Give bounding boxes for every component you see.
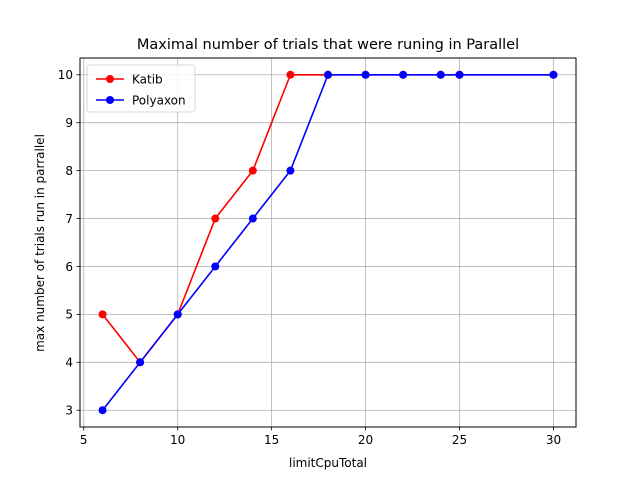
x-tick-label: 5: [80, 433, 88, 447]
data-point-polyaxon: [136, 358, 145, 367]
y-tick-label: 4: [65, 356, 73, 370]
data-point-polyaxon: [361, 70, 370, 79]
data-point-polyaxon: [211, 262, 220, 271]
data-point-polyaxon: [436, 70, 445, 79]
data-point-polyaxon: [98, 406, 107, 415]
x-tick-label: 25: [452, 433, 467, 447]
y-tick-label: 5: [65, 308, 73, 322]
ticks: 5 10 15 20 25 30 3 4 5 6 7 8 9 10: [58, 68, 561, 447]
y-tick-label: 8: [65, 164, 73, 178]
legend-marker-polyaxon: [106, 96, 114, 104]
legend: Katib Polyaxon: [86, 64, 196, 113]
data-point-katib: [211, 214, 220, 223]
data-point-polyaxon: [324, 70, 332, 79]
series-line-polyaxon: [101, 73, 554, 411]
data-point-polyaxon: [455, 70, 464, 79]
y-tick-label: 3: [65, 404, 73, 418]
data-point-katib: [98, 310, 107, 319]
y-tick-label: 10: [58, 68, 73, 82]
data-point-polyaxon: [286, 166, 295, 175]
legend-label-katib: Katib: [132, 72, 163, 86]
data-point-polyaxon: [248, 214, 257, 223]
chart-title: Maximal number of trials that were runin…: [137, 37, 519, 53]
y-tick-label: 7: [65, 212, 73, 226]
data-point-polyaxon: [399, 70, 408, 79]
data-point-katib: [248, 166, 257, 175]
grid: [80, 58, 576, 427]
axes-frame: [79, 57, 577, 428]
data-point-polyaxon: [549, 70, 558, 79]
x-tick-label: 30: [546, 433, 561, 447]
y-axis-label: max number of trials run in parrallel: [33, 134, 47, 352]
legend-marker-katib: [106, 75, 114, 83]
y-tick-label: 9: [65, 116, 73, 130]
series-layer: [98, 70, 558, 415]
x-axis-label: limitCpuTotal: [289, 456, 367, 470]
legend-label-polyaxon: Polyaxon: [132, 93, 186, 107]
data-point-polyaxon: [173, 310, 182, 319]
x-tick-label: 15: [264, 433, 279, 447]
data-point-katib: [286, 70, 295, 79]
x-tick-label: 20: [358, 433, 373, 447]
y-tick-label: 6: [65, 260, 73, 274]
x-tick-label: 10: [170, 433, 185, 447]
